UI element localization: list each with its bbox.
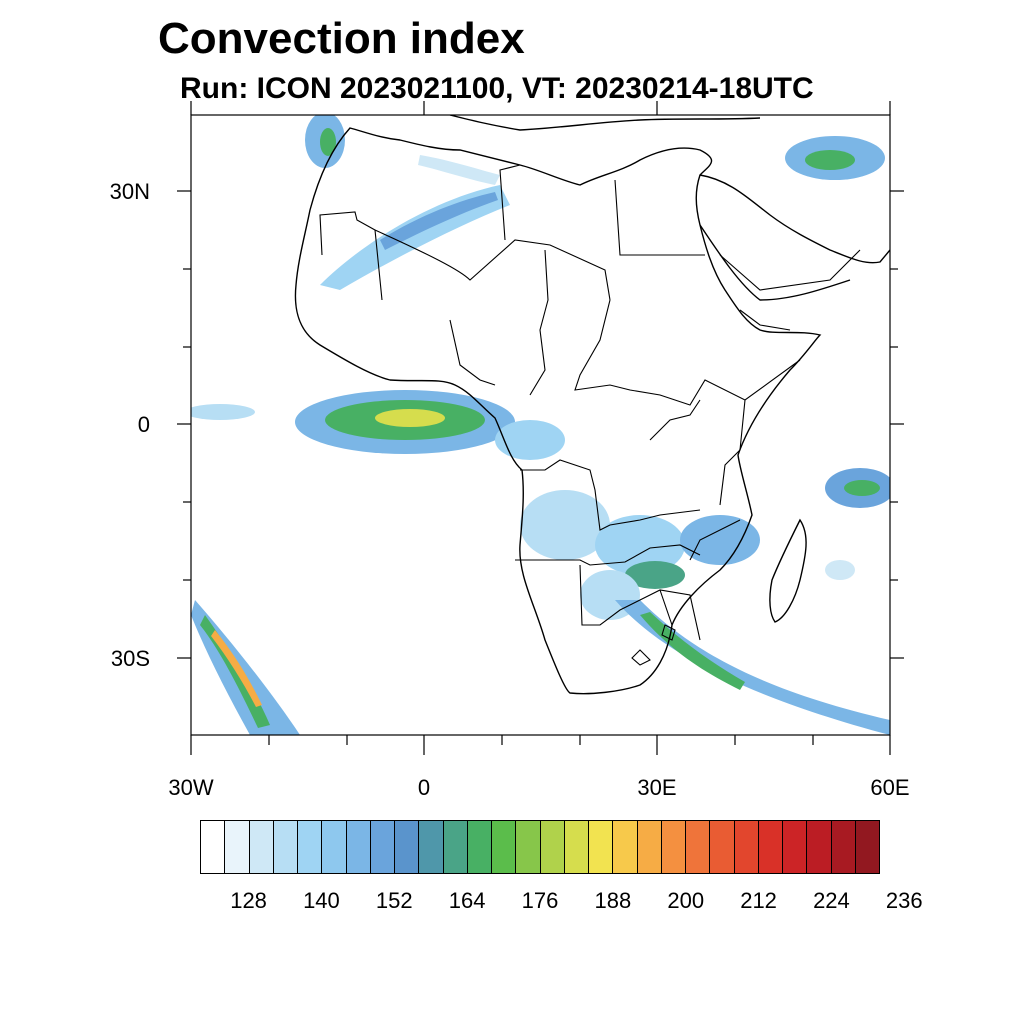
convection-area-southeast-core [640,612,745,690]
colorbar-cell [225,821,250,873]
convection-area-persian-gulf-core [805,150,855,170]
colorbar-label: 164 [448,888,486,913]
border-segment [579,564,701,641]
lon-label-60e: 60E [870,775,910,800]
convection-area-south-atlantic-peak [211,630,262,707]
border-segment [719,399,746,506]
convection-area-angola [520,490,610,560]
border-segment [614,179,705,256]
convection-area-sahara-core [380,192,498,250]
border-segment [574,299,801,406]
colorbar-cell [273,821,298,873]
colorbar-cell [686,821,711,873]
colorbar-labels: 128 140 152 164 176 188 200 212 224 236 [0,888,1024,918]
chart-title: Convection index [158,14,525,63]
arabia-coastline [699,174,890,301]
border-segment [719,249,861,331]
border-segment [529,249,549,396]
lon-label-30w: 30W [168,775,214,800]
plot-frame [190,114,891,736]
border-segment [319,211,383,301]
border-segment [374,229,611,301]
colorbar-cell [492,821,517,873]
convection-area-southeast-band [615,600,890,735]
colorbar-cell [467,821,492,873]
colorbar-cell [661,821,686,873]
convection-area-congo [495,420,565,460]
border-segment [520,459,701,531]
convection-area-south-atlantic [191,600,300,735]
lon-label-0: 0 [417,775,431,800]
colorbar-cell [443,821,468,873]
colorbar-label: 188 [594,888,632,913]
convection-area-indian-ocean-core [844,480,880,496]
colorbar-cell [783,821,808,873]
colorbar-cell [807,821,832,873]
convection-area-south-atlantic-core [200,615,270,728]
lat-label-30s: 30S [110,646,150,671]
convection-field [191,115,890,735]
colorbar-cell [589,821,614,873]
colorbar-cell [540,821,565,873]
colorbar-label: 176 [521,888,559,913]
colorbar-label: 152 [375,888,413,913]
colorbar-cell [710,821,735,873]
country-borders [319,164,861,666]
border-segment [449,319,496,386]
lat-label-equator: 0 [137,412,150,437]
colorbar-label: 212 [740,888,777,913]
convection-area-northwest-core [320,128,336,156]
africa-coastline [294,127,822,695]
border-segment [649,399,701,441]
convection-area-guinea-peak [375,409,445,427]
colorbar-cell [734,821,759,873]
colorbar-cell [637,821,662,873]
colorbar-label: 224 [813,888,850,913]
border-segment [631,649,651,666]
colorbar-label: 128 [230,888,267,913]
convection-area-east-atlantic [191,404,255,420]
colorbar-cell [855,821,879,873]
colorbar-cell [419,821,444,873]
colorbar-cell [758,821,783,873]
madagascar-coastline [769,518,807,623]
border-segment [661,624,676,641]
chart-subtitle: Run: ICON 2023021100, VT: 20230214-18UTC [180,72,814,105]
colorbar-cell [613,821,638,873]
colorbar-label: 140 [303,888,340,913]
lat-label-30n: 30N [109,179,150,204]
colorbar-label: 236 [885,888,923,913]
convection-area-zambia [595,515,685,575]
axis-ticks [177,101,904,755]
colorbar-cell [564,821,589,873]
mediterranean-north-coast [449,115,761,131]
convection-area-zimbabwe [625,561,685,589]
convection-area-madagascar-east [825,560,855,580]
colorbar-cell [346,821,371,873]
colorbar-cell [831,821,856,873]
colorbar-cell [370,821,395,873]
colorbar [200,820,880,874]
colorbar-cell [322,821,347,873]
border-segment [659,519,741,626]
lon-label-30e: 30E [637,775,677,800]
border-segment [515,544,701,566]
colorbar-cell [395,821,420,873]
coastlines [294,115,890,695]
colorbar-cell [298,821,323,873]
colorbar-cell [201,821,226,873]
convection-area-mozambique [680,515,760,565]
border-segment [499,164,521,241]
colorbar-cell [249,821,274,873]
colorbar-cell [516,821,541,873]
convection-area-sahara-north [418,155,500,185]
colorbar-label: 200 [667,888,705,913]
